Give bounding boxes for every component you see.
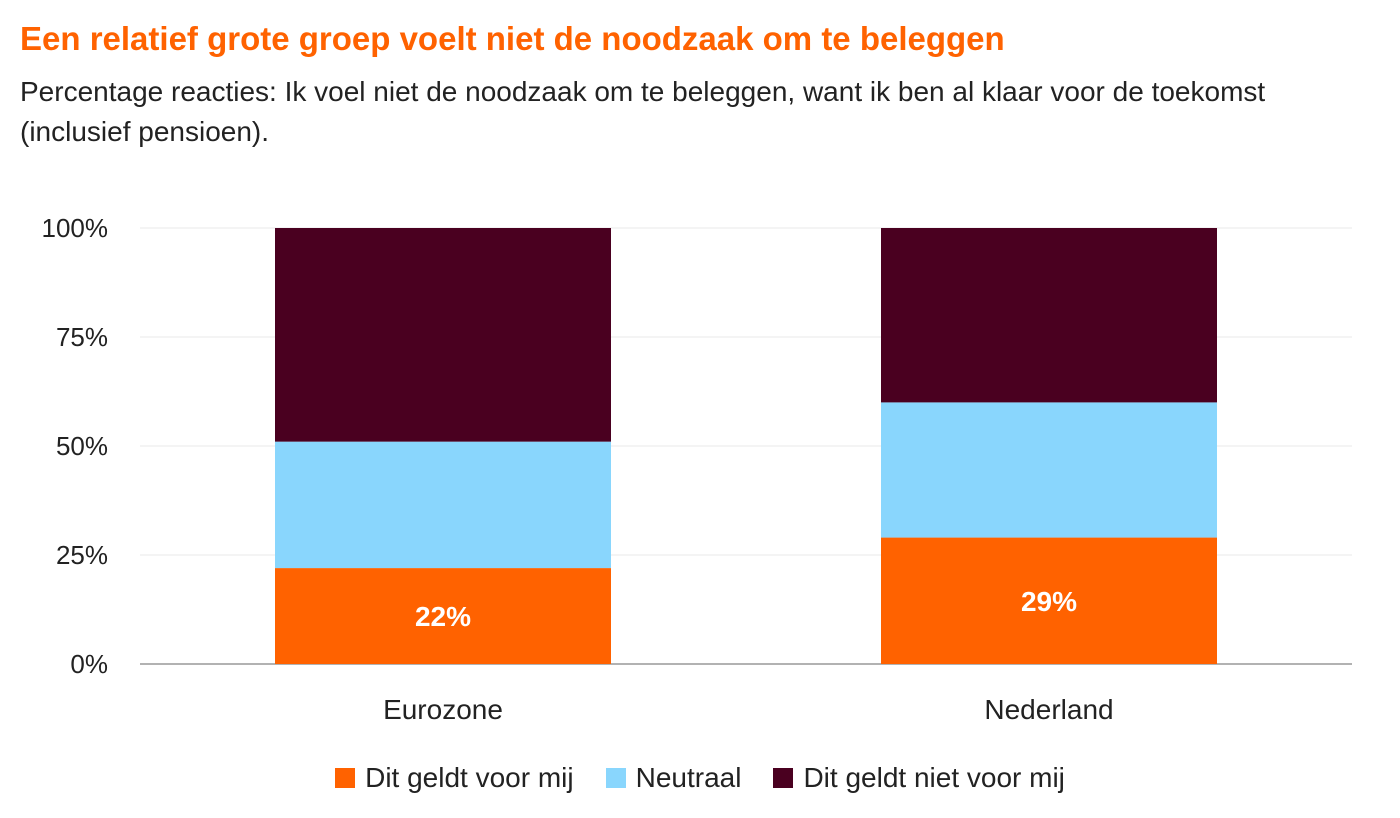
legend-label: Dit geldt niet voor mij bbox=[803, 762, 1065, 793]
y-tick-label: 100% bbox=[42, 213, 109, 243]
bar-segment bbox=[881, 402, 1217, 538]
bar-segment bbox=[275, 568, 611, 664]
data-label: 29% bbox=[1021, 586, 1077, 617]
legend-item: Neutraal bbox=[605, 762, 742, 794]
category-label: Nederland bbox=[984, 694, 1113, 725]
bar-segment bbox=[881, 228, 1217, 403]
legend-item: Dit geldt voor mij bbox=[335, 762, 574, 794]
y-tick-label: 50% bbox=[56, 431, 108, 461]
y-tick-label: 75% bbox=[56, 322, 108, 352]
legend-swatch bbox=[773, 768, 794, 788]
legend-swatch bbox=[605, 768, 626, 788]
legend-item: Dit geldt niet voor mij bbox=[773, 762, 1065, 794]
chart-subtitle: Percentage reacties: Ik voel niet de noo… bbox=[20, 76, 1266, 147]
y-tick-label: 0% bbox=[70, 649, 108, 679]
bar-segment bbox=[275, 228, 611, 442]
legend: Dit geldt voor mij Neutraal Dit geldt niet… bbox=[0, 762, 1400, 794]
legend-swatch bbox=[335, 768, 356, 788]
bar-segment bbox=[881, 537, 1217, 664]
y-tick-label: 25% bbox=[56, 540, 108, 570]
chart-title: Een relatief grote groep voelt niet de n… bbox=[20, 20, 1005, 57]
bar-segment bbox=[275, 441, 611, 569]
legend-label: Neutraal bbox=[635, 762, 742, 793]
data-label: 22% bbox=[415, 601, 471, 632]
category-label: Eurozone bbox=[383, 694, 503, 725]
legend-label: Dit geldt voor mij bbox=[365, 762, 574, 793]
